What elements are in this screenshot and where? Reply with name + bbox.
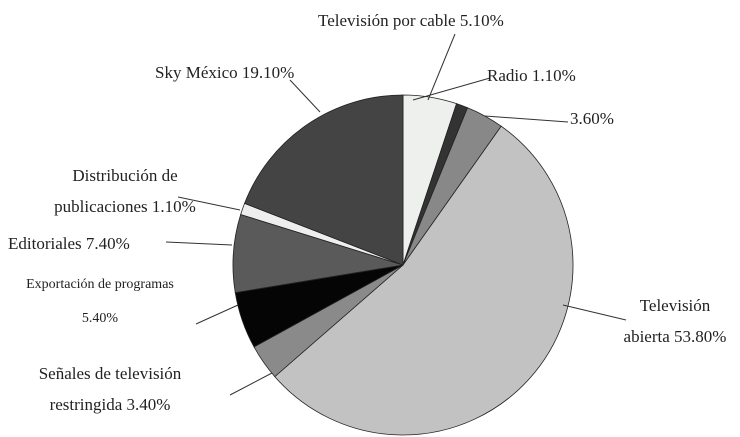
- leader-line: [289, 79, 321, 113]
- value-label: 3.60%: [570, 109, 614, 128]
- pie-slice: [244, 94, 404, 266]
- slice-label: Editoriales 7.40%: [8, 228, 178, 259]
- value-label: 7.40%: [85, 234, 130, 253]
- category-name: Radio: [487, 66, 528, 85]
- slices: [232, 94, 574, 436]
- leader-line: [562, 304, 627, 321]
- category-name: Televisión por cable: [318, 11, 456, 30]
- leader-line: [427, 33, 456, 101]
- value-label: 5.10%: [459, 11, 504, 30]
- leader-line: [412, 77, 491, 101]
- value-label: 19.10%: [241, 63, 295, 82]
- slice-label: Señales de televisión restringida 3.40%: [5, 358, 215, 420]
- leader-line: [229, 372, 273, 396]
- slice-label: Televisión abierta 53.80%: [620, 290, 730, 352]
- leader-line: [165, 241, 233, 246]
- value-label: 1.10%: [151, 197, 196, 216]
- slice-label: Distribución de publicaciones 1.10%: [40, 160, 210, 222]
- slice-label: 3.60%: [570, 103, 640, 134]
- slice-label: Sky México 19.10%: [155, 57, 335, 88]
- value-label: 3.40%: [126, 395, 171, 414]
- slice-label: Radio 1.10%: [487, 60, 607, 91]
- value-label: 53.80%: [674, 327, 727, 346]
- category-name: Editoriales: [8, 234, 82, 253]
- value-label: 5.40%: [81, 311, 119, 326]
- leader-line: [195, 304, 239, 325]
- category-name: Señales de televisión restringida: [38, 364, 182, 414]
- pie-slice: [274, 125, 574, 436]
- category-name: Distribución de publicaciones: [54, 166, 178, 216]
- value-label: 1.10%: [531, 66, 576, 85]
- category-name: Sky México: [155, 63, 238, 82]
- slice-label: Televisión por cable 5.10%: [318, 5, 578, 36]
- leader-lines: [165, 33, 627, 396]
- slice-label: Exportación de programas 5.40%: [20, 268, 180, 336]
- category-name: Exportación de programas: [26, 277, 174, 292]
- category-name: Televisión abierta: [623, 296, 711, 346]
- leader-line: [484, 115, 569, 123]
- leader-line: [177, 196, 241, 211]
